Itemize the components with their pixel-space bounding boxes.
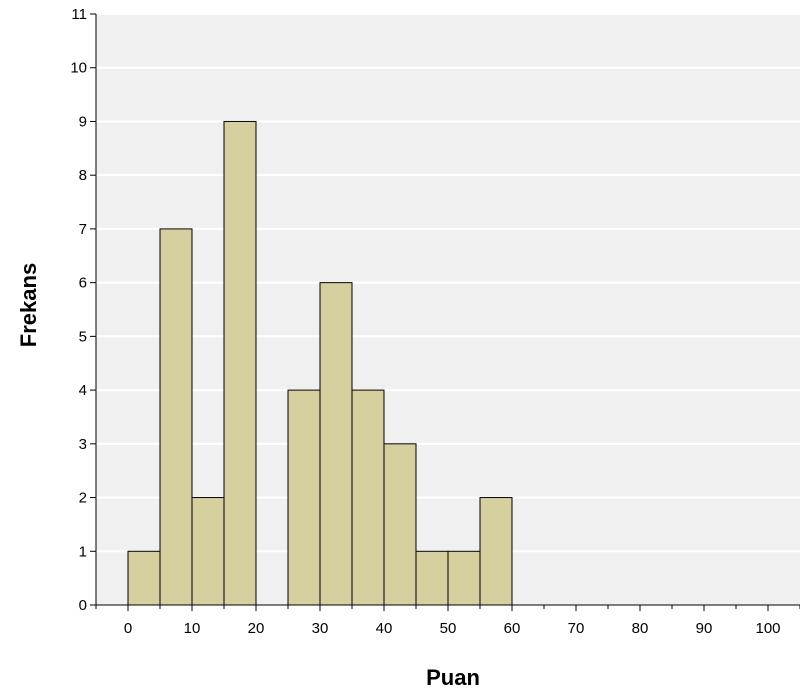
y-tick-label: 7 [79,221,87,238]
x-tick-label: 50 [440,620,457,637]
histogram-bar [447,550,481,606]
histogram-bar [479,497,513,606]
x-tick-label: 80 [632,620,649,637]
gridlines [96,13,800,553]
x-tick-label: 40 [376,620,393,637]
x-tick-label: 10 [184,620,201,637]
histogram-bar [351,389,385,606]
histogram-bar [319,282,353,606]
histogram-bar [159,228,193,606]
y-axis: 0 1 2 3 4 5 6 7 8 9 10 11 [70,6,97,614]
x-tick-label: 60 [504,620,521,637]
y-tick-label: 6 [79,275,87,292]
bars [127,120,513,606]
x-axis-title: Puan [426,665,480,690]
y-tick-label: 0 [79,597,87,614]
y-tick-label: 9 [79,113,87,130]
y-axis-title: Frekans [16,263,41,347]
histogram-bar [191,497,225,606]
y-tick-label: 5 [79,328,87,345]
x-tick-label: 30 [312,620,329,637]
histogram-bar [415,550,449,606]
x-axis: 0 10 20 30 40 50 60 70 80 90 100 [95,604,800,637]
y-tick-label: 11 [71,6,87,23]
histogram-bar [127,550,161,606]
y-tick-label: 2 [79,490,87,507]
y-tick-label: 10 [70,60,87,77]
x-tick-label: 70 [568,620,585,637]
y-tick-label: 8 [79,167,87,184]
x-tick-label: 90 [696,620,713,637]
histogram-bar [287,389,321,606]
x-tick-label: 0 [124,620,132,637]
y-tick-label: 1 [79,543,87,560]
y-tick-label: 4 [79,382,87,399]
x-tick-label: 100 [755,620,780,637]
x-tick-label: 20 [248,620,265,637]
histogram-bar [383,443,417,606]
y-tick-label: 3 [79,436,87,453]
histogram-bar [223,120,257,606]
